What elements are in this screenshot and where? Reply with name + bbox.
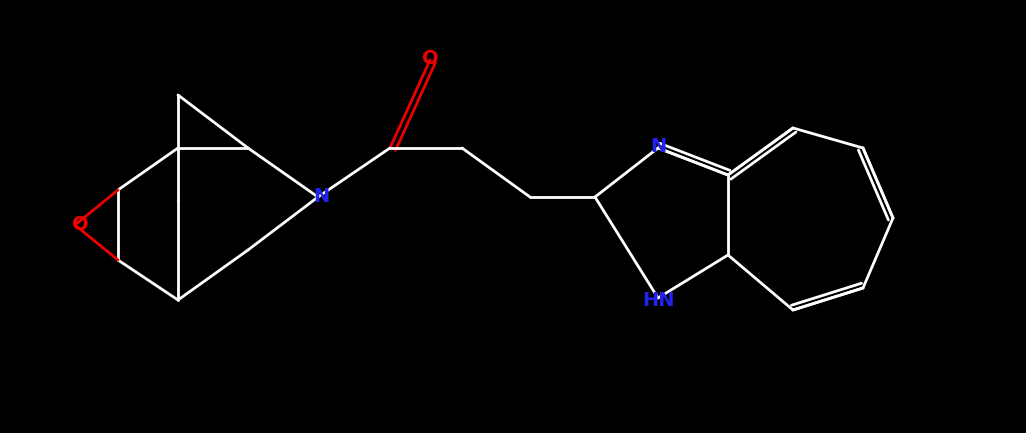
Text: N: N: [649, 136, 666, 155]
Text: N: N: [313, 187, 329, 207]
Text: O: O: [72, 216, 88, 235]
Text: O: O: [422, 48, 438, 68]
Text: HN: HN: [641, 291, 674, 310]
